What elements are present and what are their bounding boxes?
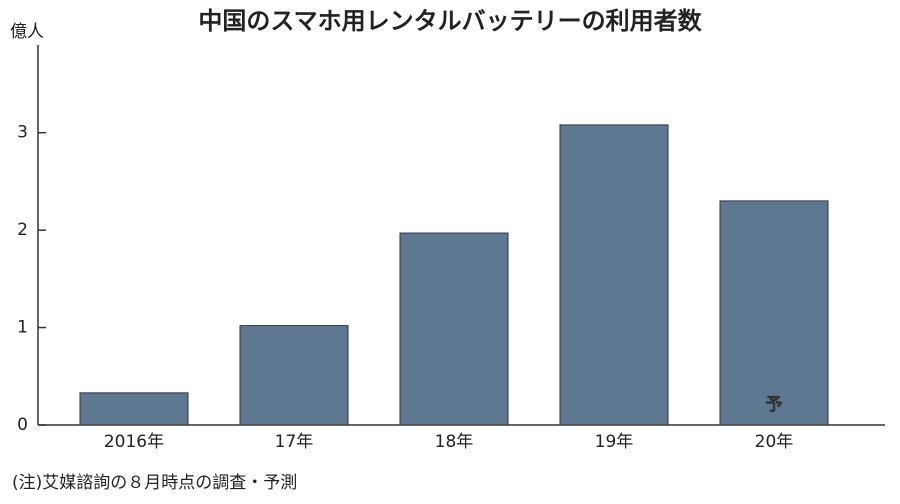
y-tick-label: 1 xyxy=(17,318,28,338)
x-tick-label: 18年 xyxy=(435,432,474,452)
bar xyxy=(399,232,509,426)
y-tick-label: 2 xyxy=(17,220,28,240)
bar xyxy=(239,325,349,426)
y-tick-label: 3 xyxy=(17,123,28,143)
y-axis-label: 億人 xyxy=(10,22,44,42)
annotation: 予 xyxy=(766,395,783,415)
x-tick-label: 17年 xyxy=(275,432,314,452)
chart-title: 中国のスマホ用レンタルバッテリーの利用者数 xyxy=(198,7,702,35)
x-tick-label: 19年 xyxy=(595,432,634,452)
bar xyxy=(79,392,189,426)
y-tick-label: 0 xyxy=(17,415,28,435)
x-tick-label: 2016年 xyxy=(104,432,164,452)
x-tick-label: 20年 xyxy=(755,432,794,452)
bar xyxy=(559,124,669,426)
footnote: (注)艾媒諮詢の８月時点の調査・予測 xyxy=(12,473,297,493)
bar xyxy=(719,200,829,426)
